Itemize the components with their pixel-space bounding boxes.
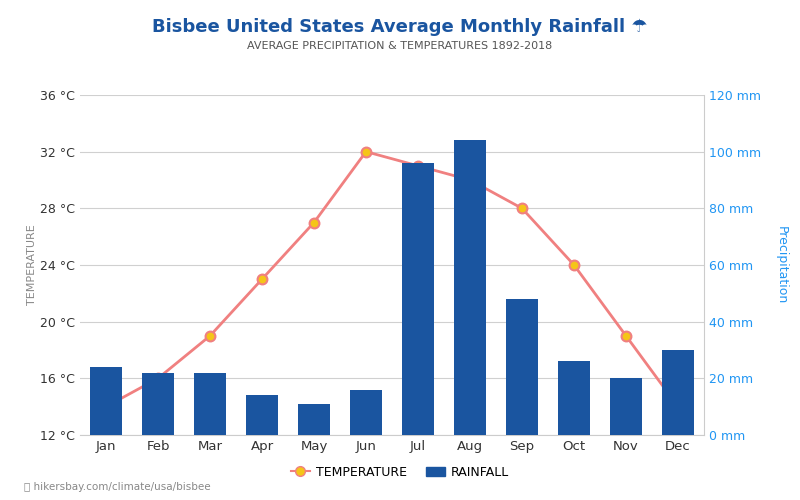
Text: 📍 hikersbay.com/climate/usa/bisbee: 📍 hikersbay.com/climate/usa/bisbee <box>24 482 210 492</box>
Bar <box>610 378 642 435</box>
Text: Bisbee United States Average Monthly Rainfall ☂: Bisbee United States Average Monthly Rai… <box>152 18 648 36</box>
Point <box>464 176 477 184</box>
Point <box>619 332 632 340</box>
Bar <box>350 390 382 435</box>
Bar <box>558 362 590 435</box>
Point <box>568 261 581 269</box>
Point <box>672 402 685 410</box>
Point <box>515 204 528 212</box>
Bar <box>506 299 538 435</box>
Bar <box>662 350 694 435</box>
Point <box>152 374 165 382</box>
Bar <box>246 396 278 435</box>
Point <box>99 402 112 410</box>
Bar <box>194 372 226 435</box>
Bar <box>454 140 486 435</box>
Point <box>256 275 269 283</box>
Point <box>203 332 216 340</box>
Text: AVERAGE PRECIPITATION & TEMPERATURES 1892-2018: AVERAGE PRECIPITATION & TEMPERATURES 189… <box>247 41 553 51</box>
Bar <box>402 163 434 435</box>
Point <box>360 148 373 156</box>
Point <box>307 218 320 226</box>
Bar <box>90 367 122 435</box>
Bar <box>298 404 330 435</box>
Y-axis label: TEMPERATURE: TEMPERATURE <box>27 224 37 306</box>
Y-axis label: Precipitation: Precipitation <box>775 226 788 304</box>
Legend: TEMPERATURE, RAINFALL: TEMPERATURE, RAINFALL <box>286 461 514 484</box>
Point <box>411 162 424 170</box>
Bar <box>142 372 174 435</box>
